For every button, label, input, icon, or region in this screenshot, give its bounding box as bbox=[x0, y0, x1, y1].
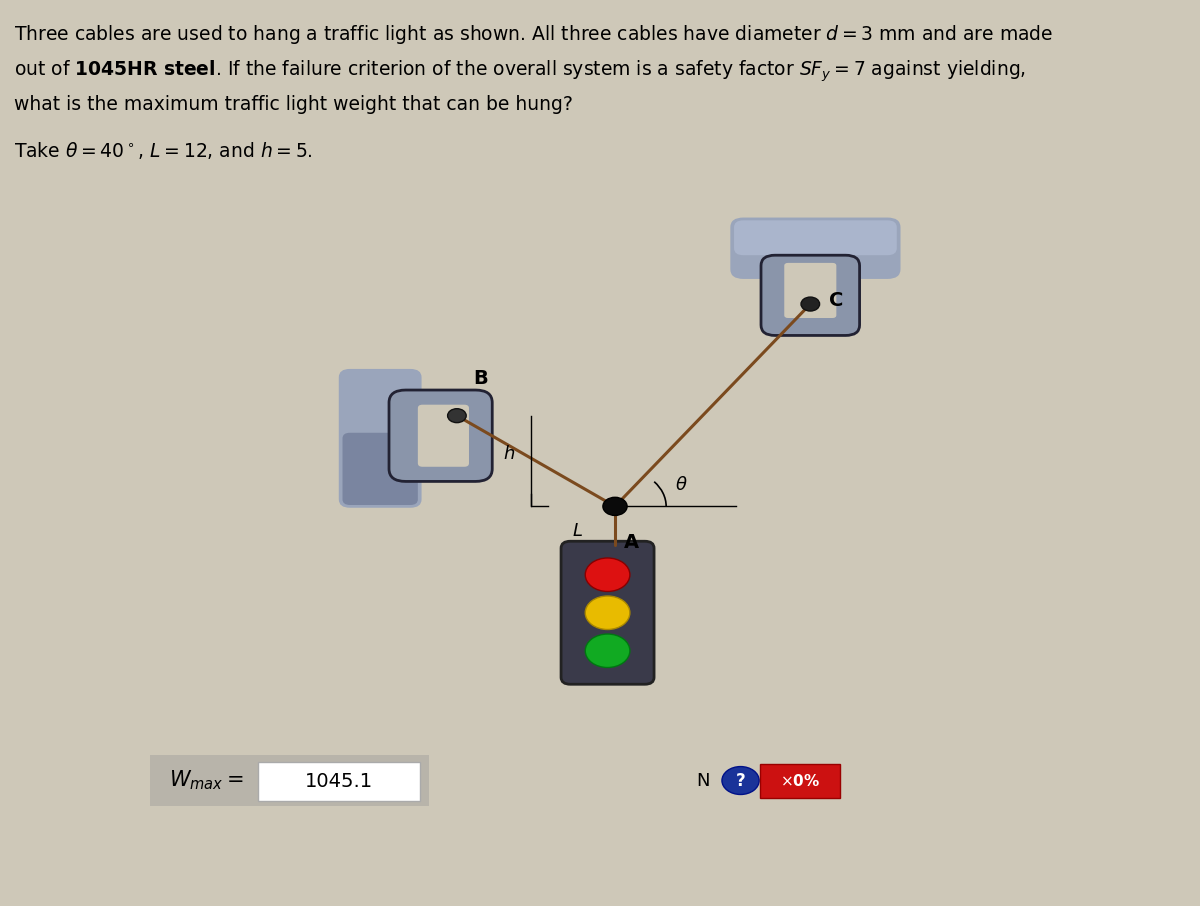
Circle shape bbox=[586, 634, 630, 668]
FancyBboxPatch shape bbox=[734, 220, 896, 255]
Circle shape bbox=[586, 558, 630, 592]
Text: ?: ? bbox=[736, 772, 745, 789]
Text: 1045.1: 1045.1 bbox=[305, 772, 373, 791]
Text: h: h bbox=[503, 445, 515, 463]
FancyBboxPatch shape bbox=[338, 369, 421, 507]
FancyBboxPatch shape bbox=[731, 217, 900, 279]
FancyBboxPatch shape bbox=[258, 762, 420, 801]
Text: $\times$0%: $\times$0% bbox=[780, 773, 820, 789]
Circle shape bbox=[586, 596, 630, 630]
Text: A: A bbox=[624, 533, 640, 552]
Text: L: L bbox=[572, 522, 582, 540]
Text: Three cables are used to hang a traffic light as shown. All three cables have di: Three cables are used to hang a traffic … bbox=[14, 23, 1054, 45]
Circle shape bbox=[602, 497, 628, 516]
Text: N: N bbox=[696, 772, 710, 789]
FancyBboxPatch shape bbox=[761, 255, 859, 335]
Text: $\theta$: $\theta$ bbox=[676, 476, 688, 494]
FancyBboxPatch shape bbox=[342, 433, 418, 505]
FancyBboxPatch shape bbox=[150, 756, 430, 806]
Text: B: B bbox=[474, 369, 488, 388]
FancyBboxPatch shape bbox=[562, 541, 654, 684]
FancyBboxPatch shape bbox=[418, 405, 469, 467]
FancyBboxPatch shape bbox=[760, 765, 840, 798]
FancyBboxPatch shape bbox=[785, 263, 836, 318]
Text: what is the maximum traffic light weight that can be hung?: what is the maximum traffic light weight… bbox=[14, 95, 574, 114]
Circle shape bbox=[722, 766, 760, 795]
Circle shape bbox=[448, 409, 467, 422]
Text: Take $\theta = 40^\circ$, $L = 12$, and $h = 5$.: Take $\theta = 40^\circ$, $L = 12$, and … bbox=[14, 140, 313, 161]
Text: out of $\mathbf{1045HR\ steel}$. If the failure criterion of the overall system : out of $\mathbf{1045HR\ steel}$. If the … bbox=[14, 59, 1026, 84]
FancyBboxPatch shape bbox=[389, 390, 492, 481]
Circle shape bbox=[802, 297, 820, 311]
Text: $W_{max} =$: $W_{max} =$ bbox=[168, 768, 244, 793]
Text: C: C bbox=[829, 291, 844, 310]
